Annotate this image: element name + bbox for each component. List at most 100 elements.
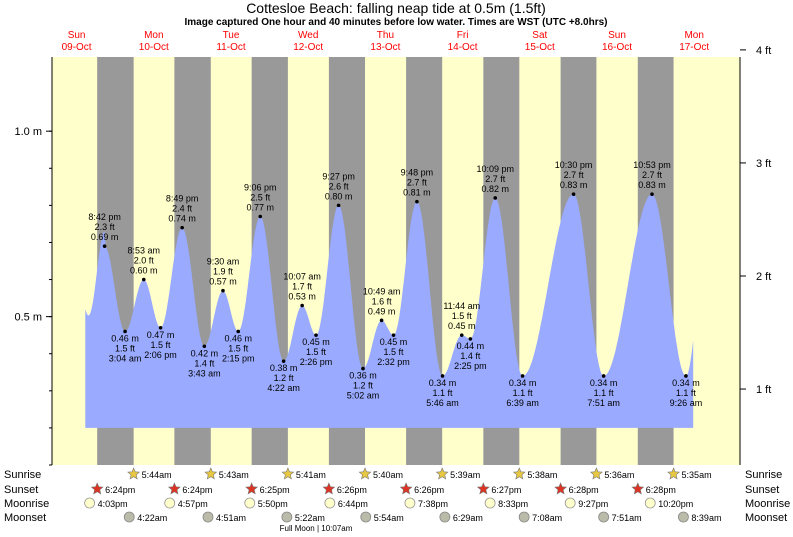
tide-label-line: 0.53 m	[288, 292, 316, 302]
moonset-icon	[281, 511, 293, 523]
day-date: 17-Oct	[679, 42, 709, 53]
sunrise-time: 5:40am	[373, 470, 403, 480]
tide-label-line: 8:53 am	[128, 246, 161, 256]
high-tide-marker: 10:49 am1.6 ft0.49 m	[363, 286, 400, 323]
tide-label-line: 8:49 pm	[166, 194, 199, 204]
day-date: 16-Oct	[602, 42, 632, 53]
day-date: 15-Oct	[525, 42, 555, 53]
sunset-time: 6:24pm	[182, 485, 212, 495]
tide-label-line: 2.7 ft	[485, 174, 506, 184]
tide-point	[281, 359, 286, 363]
moonset-icon	[360, 511, 372, 523]
right-tick-label: 3 ft	[756, 158, 771, 170]
high-tide-marker: 10:30 pm2.7 ft0.83 m	[555, 160, 593, 197]
tide-label-line: 1.7 ft	[292, 282, 313, 292]
tide-label-line: 1.6 ft	[372, 296, 393, 306]
tide-label-line: 2.0 ft	[134, 256, 155, 266]
tide-label-line: 1.5 ft	[228, 343, 249, 353]
high-tide-marker: 9:06 pm2.5 ft0.77 m	[244, 182, 277, 219]
moon-phase-label: Full Moon | 10:07am	[280, 524, 353, 533]
high-tide-marker: 9:27 pm2.6 ft0.80 m	[322, 171, 355, 208]
tide-point	[684, 374, 688, 378]
tide-label-line: 0.46 m	[111, 333, 139, 343]
moonset-time: 6:29am	[453, 513, 483, 523]
tide-label-line: 1.9 ft	[213, 267, 234, 277]
moonrise-icon	[644, 497, 656, 509]
moonrise-time: 9:27pm	[578, 499, 608, 509]
low-tide-marker: 0.38 m1.2 ft4:22 am	[267, 359, 300, 393]
tide-point	[141, 277, 146, 282]
low-tide-marker: 0.46 m1.5 ft2:15 pm	[222, 329, 255, 363]
tide-label-line: 0.45 m	[380, 337, 408, 347]
tide-point	[102, 244, 107, 248]
day-name: Mon	[684, 30, 703, 41]
right-tick-label: 1 ft	[756, 384, 771, 396]
row-label-right: Sunrise	[745, 469, 782, 481]
tide-point	[123, 329, 127, 334]
sunset-time: 6:24pm	[105, 485, 135, 495]
low-tide-marker: 0.34 m1.1 ft7:51 am	[587, 374, 620, 408]
tide-point	[202, 344, 207, 349]
tide-label-line: 0.49 m	[368, 306, 396, 316]
moonrise-time: 6:44pm	[338, 499, 368, 509]
sunset-icon	[399, 482, 413, 495]
axes: 0.5 m 1.0 m 1 ft 2 ft 3 ft 4 ft	[14, 45, 771, 466]
tide-point	[571, 192, 576, 197]
tide-point	[258, 214, 263, 219]
tide-label-line: 10:07 am	[283, 272, 321, 282]
row-label-left: Sunset	[4, 484, 38, 496]
sunrise-icon	[358, 467, 372, 480]
tide-label-line: 0.38 m	[270, 363, 298, 373]
tide-label-line: 0.47 m	[147, 330, 175, 340]
low-tide-marker: 0.45 m1.5 ft2:32 pm	[377, 333, 410, 367]
moonset-time: 8:39am	[691, 513, 721, 523]
tide-label-line: 10:30 pm	[555, 160, 593, 170]
low-tide-marker: 0.44 m1.4 ft2:25 pm	[454, 337, 487, 371]
tide-label-line: 2.7 ft	[642, 170, 663, 180]
tide-label-line: 0.74 m	[168, 214, 196, 224]
tide-label-line: 0.82 m	[481, 184, 509, 194]
moonset-icon	[598, 511, 610, 523]
tide-label-line: 2.7 ft	[407, 178, 428, 188]
sunset-time: 6:28pm	[569, 485, 599, 495]
high-tide-marker: 9:48 pm2.7 ft0.81 m	[401, 168, 433, 204]
tide-label-line: 0.69 m	[91, 232, 119, 242]
tide-label-line: 0.57 m	[209, 277, 237, 287]
tide-label-line: 1.5 ft	[452, 311, 473, 321]
high-tide-marker: 8:53 am2.0 ft0.60 m	[128, 246, 161, 282]
tide-label-line: 1.5 ft	[306, 347, 327, 357]
sunrise-icon	[512, 467, 526, 480]
tide-label-line: 1.5 ft	[151, 340, 172, 350]
tide-label-line: 2.6 ft	[329, 181, 350, 191]
day-name: Fri	[457, 30, 469, 41]
low-tide-marker: 0.34 m1.1 ft9:26 am	[670, 374, 702, 408]
moonrise-icon	[484, 497, 496, 509]
left-tick-label: 0.5 m	[14, 312, 42, 324]
moonset-time: 5:22am	[295, 513, 325, 523]
high-tide-marker: 8:49 pm2.4 ft0.74 m	[166, 194, 199, 230]
tide-point	[379, 318, 384, 323]
tide-label-line: 0.45 m	[302, 337, 330, 347]
day-name: Sun	[608, 30, 626, 41]
day-date: 14-Oct	[448, 42, 478, 53]
tide-point	[493, 196, 498, 200]
sunset-time: 6:26pm	[337, 485, 367, 495]
tide-label-line: 1.4 ft	[460, 351, 481, 361]
tide-label-line: 0.34 m	[509, 378, 537, 388]
moonset-time: 7:08am	[532, 513, 562, 523]
astro-rows: Sunrise Sunrise 5:44am 5:43am 5:41am 5:40am 5:…	[4, 467, 790, 524]
row-label-right: Moonset	[745, 512, 787, 524]
tide-label-line: 2:15 pm	[222, 353, 255, 363]
sunset-time: 6:25pm	[260, 485, 290, 495]
low-tide-marker: 0.34 m1.1 ft6:39 am	[506, 374, 539, 408]
tide-label-line: 1.1 ft	[676, 388, 697, 398]
sunset-time: 6:27pm	[491, 485, 521, 495]
tide-label-line: 0.46 m	[224, 333, 252, 343]
tide-point	[300, 303, 304, 308]
row-label-left: Moonset	[4, 512, 46, 524]
tide-label-line: 4:22 am	[267, 383, 300, 393]
tide-point	[415, 199, 419, 204]
tide-label-line: 0.34 m	[672, 378, 700, 388]
tide-labels: 8:42 pm2.3 ft0.69 m0.46 m1.5 ft3:04 am8:…	[88, 160, 702, 408]
tide-label-line: 0.45 m	[448, 321, 476, 331]
